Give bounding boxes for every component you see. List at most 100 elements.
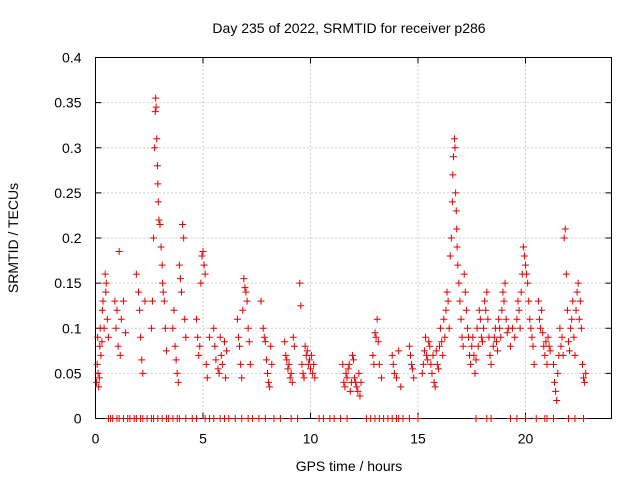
data-point bbox=[237, 360, 245, 368]
data-point bbox=[425, 338, 433, 346]
data-point bbox=[246, 360, 254, 368]
data-point bbox=[525, 297, 533, 305]
data-point bbox=[276, 415, 284, 422]
y-tick-label: 0.15 bbox=[54, 275, 81, 291]
y-tick-label: 0.25 bbox=[54, 185, 81, 201]
data-point bbox=[100, 324, 108, 332]
data-point bbox=[151, 108, 159, 116]
data-point bbox=[522, 261, 529, 269]
data-point bbox=[159, 279, 167, 287]
data-point bbox=[114, 342, 122, 350]
y-tick-label: 0.35 bbox=[54, 95, 81, 111]
data-point bbox=[459, 342, 467, 350]
data-point bbox=[565, 415, 572, 422]
data-point bbox=[356, 392, 364, 400]
data-point bbox=[460, 270, 468, 278]
data-point bbox=[433, 360, 441, 368]
data-point bbox=[445, 324, 453, 332]
data-point bbox=[523, 270, 531, 278]
data-point bbox=[101, 270, 109, 278]
data-point bbox=[309, 369, 317, 377]
data-point bbox=[162, 347, 170, 355]
data-point bbox=[428, 369, 436, 377]
x-tick-label: 5 bbox=[199, 431, 207, 447]
data-point bbox=[300, 374, 308, 382]
data-point bbox=[524, 279, 532, 287]
data-point bbox=[568, 315, 576, 323]
data-point bbox=[351, 374, 359, 382]
data-point bbox=[264, 369, 271, 377]
data-point bbox=[170, 306, 178, 314]
data-point bbox=[406, 351, 414, 359]
data-point bbox=[268, 360, 276, 368]
y-tick-label: 0 bbox=[74, 411, 82, 427]
data-point bbox=[193, 415, 201, 422]
data-point bbox=[538, 306, 546, 314]
data-point bbox=[549, 415, 557, 422]
data-point bbox=[94, 369, 102, 377]
data-point bbox=[437, 324, 445, 332]
data-point bbox=[297, 302, 305, 310]
data-point bbox=[196, 342, 204, 350]
data-point bbox=[414, 415, 422, 422]
data-point bbox=[484, 315, 492, 323]
data-point bbox=[458, 333, 466, 341]
data-point bbox=[119, 297, 127, 305]
data-point bbox=[474, 342, 482, 350]
data-point bbox=[257, 297, 265, 305]
data-point bbox=[541, 351, 549, 359]
x-axis-label: GPS time / hours bbox=[296, 458, 403, 474]
data-point bbox=[197, 279, 205, 287]
data-point bbox=[543, 415, 551, 422]
data-point bbox=[98, 338, 106, 346]
data-point bbox=[572, 306, 580, 314]
data-point bbox=[517, 288, 525, 296]
data-point bbox=[111, 297, 119, 305]
data-point bbox=[175, 415, 183, 422]
data-point bbox=[242, 288, 250, 296]
data-point bbox=[426, 342, 434, 350]
data-point bbox=[216, 333, 224, 341]
data-point bbox=[353, 383, 361, 391]
data-point bbox=[270, 415, 278, 422]
data-point bbox=[152, 103, 160, 111]
data-point bbox=[513, 415, 521, 422]
data-point bbox=[469, 333, 477, 341]
data-point bbox=[284, 365, 292, 373]
data-point bbox=[557, 342, 565, 350]
data-point bbox=[244, 324, 252, 332]
data-point bbox=[281, 338, 289, 346]
data-point bbox=[443, 288, 451, 296]
data-point bbox=[427, 360, 435, 368]
data-point bbox=[405, 342, 413, 350]
data-point bbox=[490, 333, 498, 341]
data-point bbox=[135, 288, 142, 296]
data-point bbox=[434, 365, 442, 373]
data-point bbox=[561, 225, 569, 233]
data-point bbox=[467, 360, 475, 368]
data-point bbox=[102, 288, 110, 296]
data-point bbox=[307, 365, 314, 373]
data-point bbox=[418, 369, 426, 377]
data-point bbox=[290, 342, 298, 350]
data-point bbox=[152, 94, 160, 102]
x-tick-label: 10 bbox=[303, 431, 319, 447]
data-point bbox=[562, 270, 570, 278]
data-point bbox=[405, 415, 413, 422]
data-point bbox=[578, 360, 586, 368]
data-point bbox=[211, 342, 219, 350]
data-point bbox=[261, 338, 269, 346]
data-point bbox=[374, 338, 382, 346]
data-point bbox=[122, 329, 130, 337]
data-point bbox=[97, 351, 105, 359]
data-point bbox=[305, 356, 313, 364]
data-point bbox=[515, 306, 523, 314]
data-point bbox=[282, 351, 290, 359]
data-point bbox=[137, 333, 145, 341]
data-point bbox=[158, 261, 166, 269]
data-point bbox=[243, 297, 251, 305]
data-point bbox=[461, 288, 469, 296]
data-point bbox=[489, 342, 497, 350]
data-point bbox=[582, 369, 590, 377]
data-point bbox=[337, 415, 345, 422]
